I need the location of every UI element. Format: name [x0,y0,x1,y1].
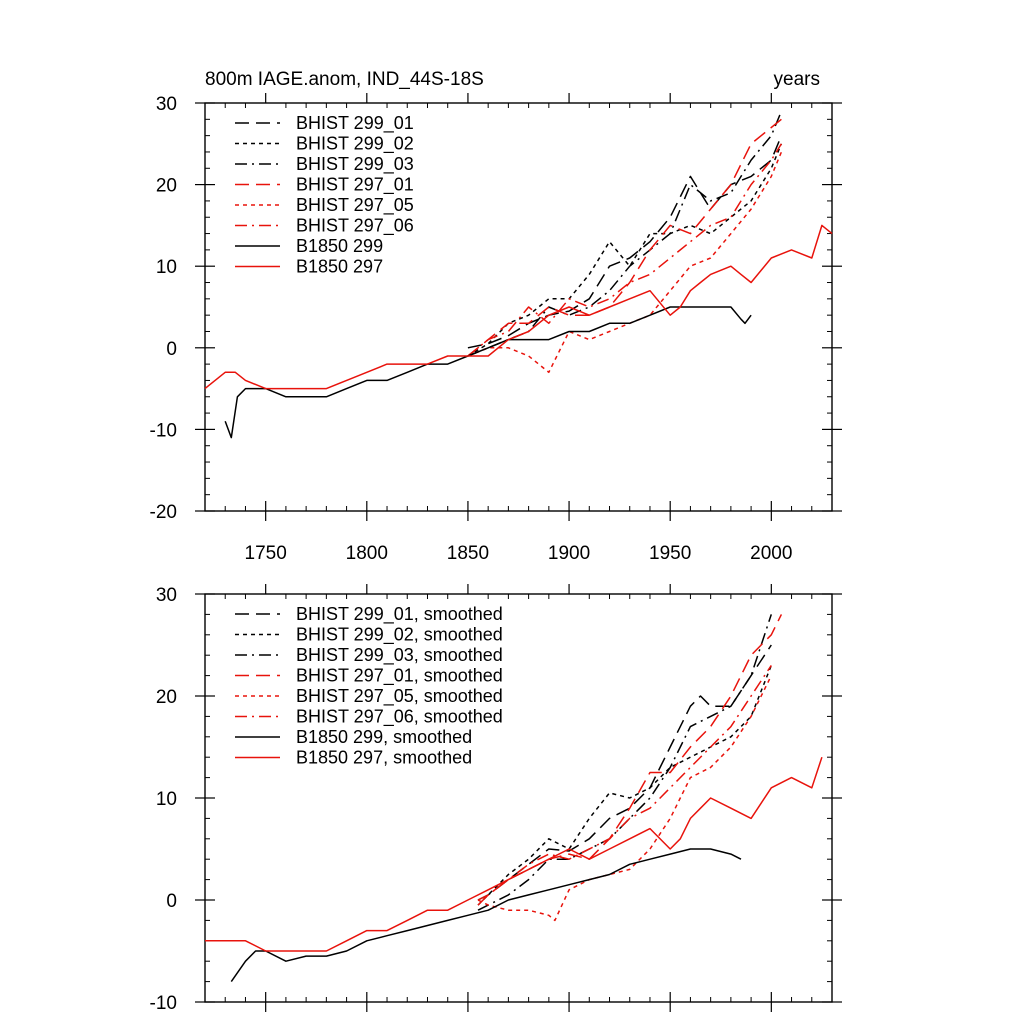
legend-entry: BHIST 297_01 [296,175,414,196]
x-tick-label: 2000 [750,543,792,564]
series-line-7 [230,848,742,983]
legend-entry: BHIST 297_05 [296,195,414,216]
x-tick-label: 1750 [245,543,287,564]
legend-entry: BHIST 299_02, smoothed [296,625,503,646]
series-line-4 [467,118,782,357]
legend-entry: BHIST 297_06, smoothed [296,707,503,728]
legend-entry: BHIST 297_06 [296,216,414,237]
series-line-7 [224,306,752,439]
y-tick-label: -20 [150,502,177,523]
series-line-4 [477,614,783,906]
y-tick-label: 30 [156,585,177,606]
legend-entry: BHIST 299_03 [296,154,414,175]
series-line-6 [477,664,772,901]
legend-entry: BHIST 299_01, smoothed [296,604,503,625]
y-tick-label: 10 [156,257,177,278]
x-tick-label: 1800 [346,543,388,564]
y-tick-label: -10 [150,993,177,1014]
y-tick-label: -10 [150,420,177,441]
series-line-8 [205,756,823,952]
series-line-2 [467,143,783,357]
legend-entry: B1850 299 [296,236,383,256]
chart-title: 800m IAGE.anom, IND_44S-18S [205,69,484,90]
plot-frame [204,102,833,512]
legend-entry: B1850 299, smoothed [296,727,472,747]
legend-entry: BHIST 299_01 [296,113,414,134]
x-tick-label: 1950 [649,543,691,564]
series-line-1 [477,644,772,901]
legend-entry: B1850 297 [296,257,383,277]
legend-entry: BHIST 297_01, smoothed [296,666,503,687]
y-tick-label: 20 [156,687,177,708]
y-tick-label: 30 [156,94,177,115]
series-line-8 [204,224,833,390]
y-tick-label: 0 [166,339,177,360]
legend-entry: BHIST 299_02 [296,134,414,155]
top-panel: 800m IAGE.anom, IND_44S-18S years 1750 18… [150,69,842,564]
legend-entry: BHIST 297_05, smoothed [296,686,503,707]
series-line-3 [477,614,773,911]
legend-entry: BHIST 299_03, smoothed [296,645,503,666]
legend-entry: B1850 297, smoothed [296,748,472,768]
y-tick-label: 10 [156,789,177,810]
series-line-3 [467,110,783,357]
series-line-1 [467,135,783,349]
x-tick-label: 1900 [548,543,590,564]
series-line-6 [467,143,783,357]
y-tick-label: 20 [156,176,177,197]
y-tick-label: 0 [166,891,177,912]
units-label: years [774,69,820,90]
x-tick-label: 1850 [447,543,489,564]
series-line-5 [477,675,772,922]
